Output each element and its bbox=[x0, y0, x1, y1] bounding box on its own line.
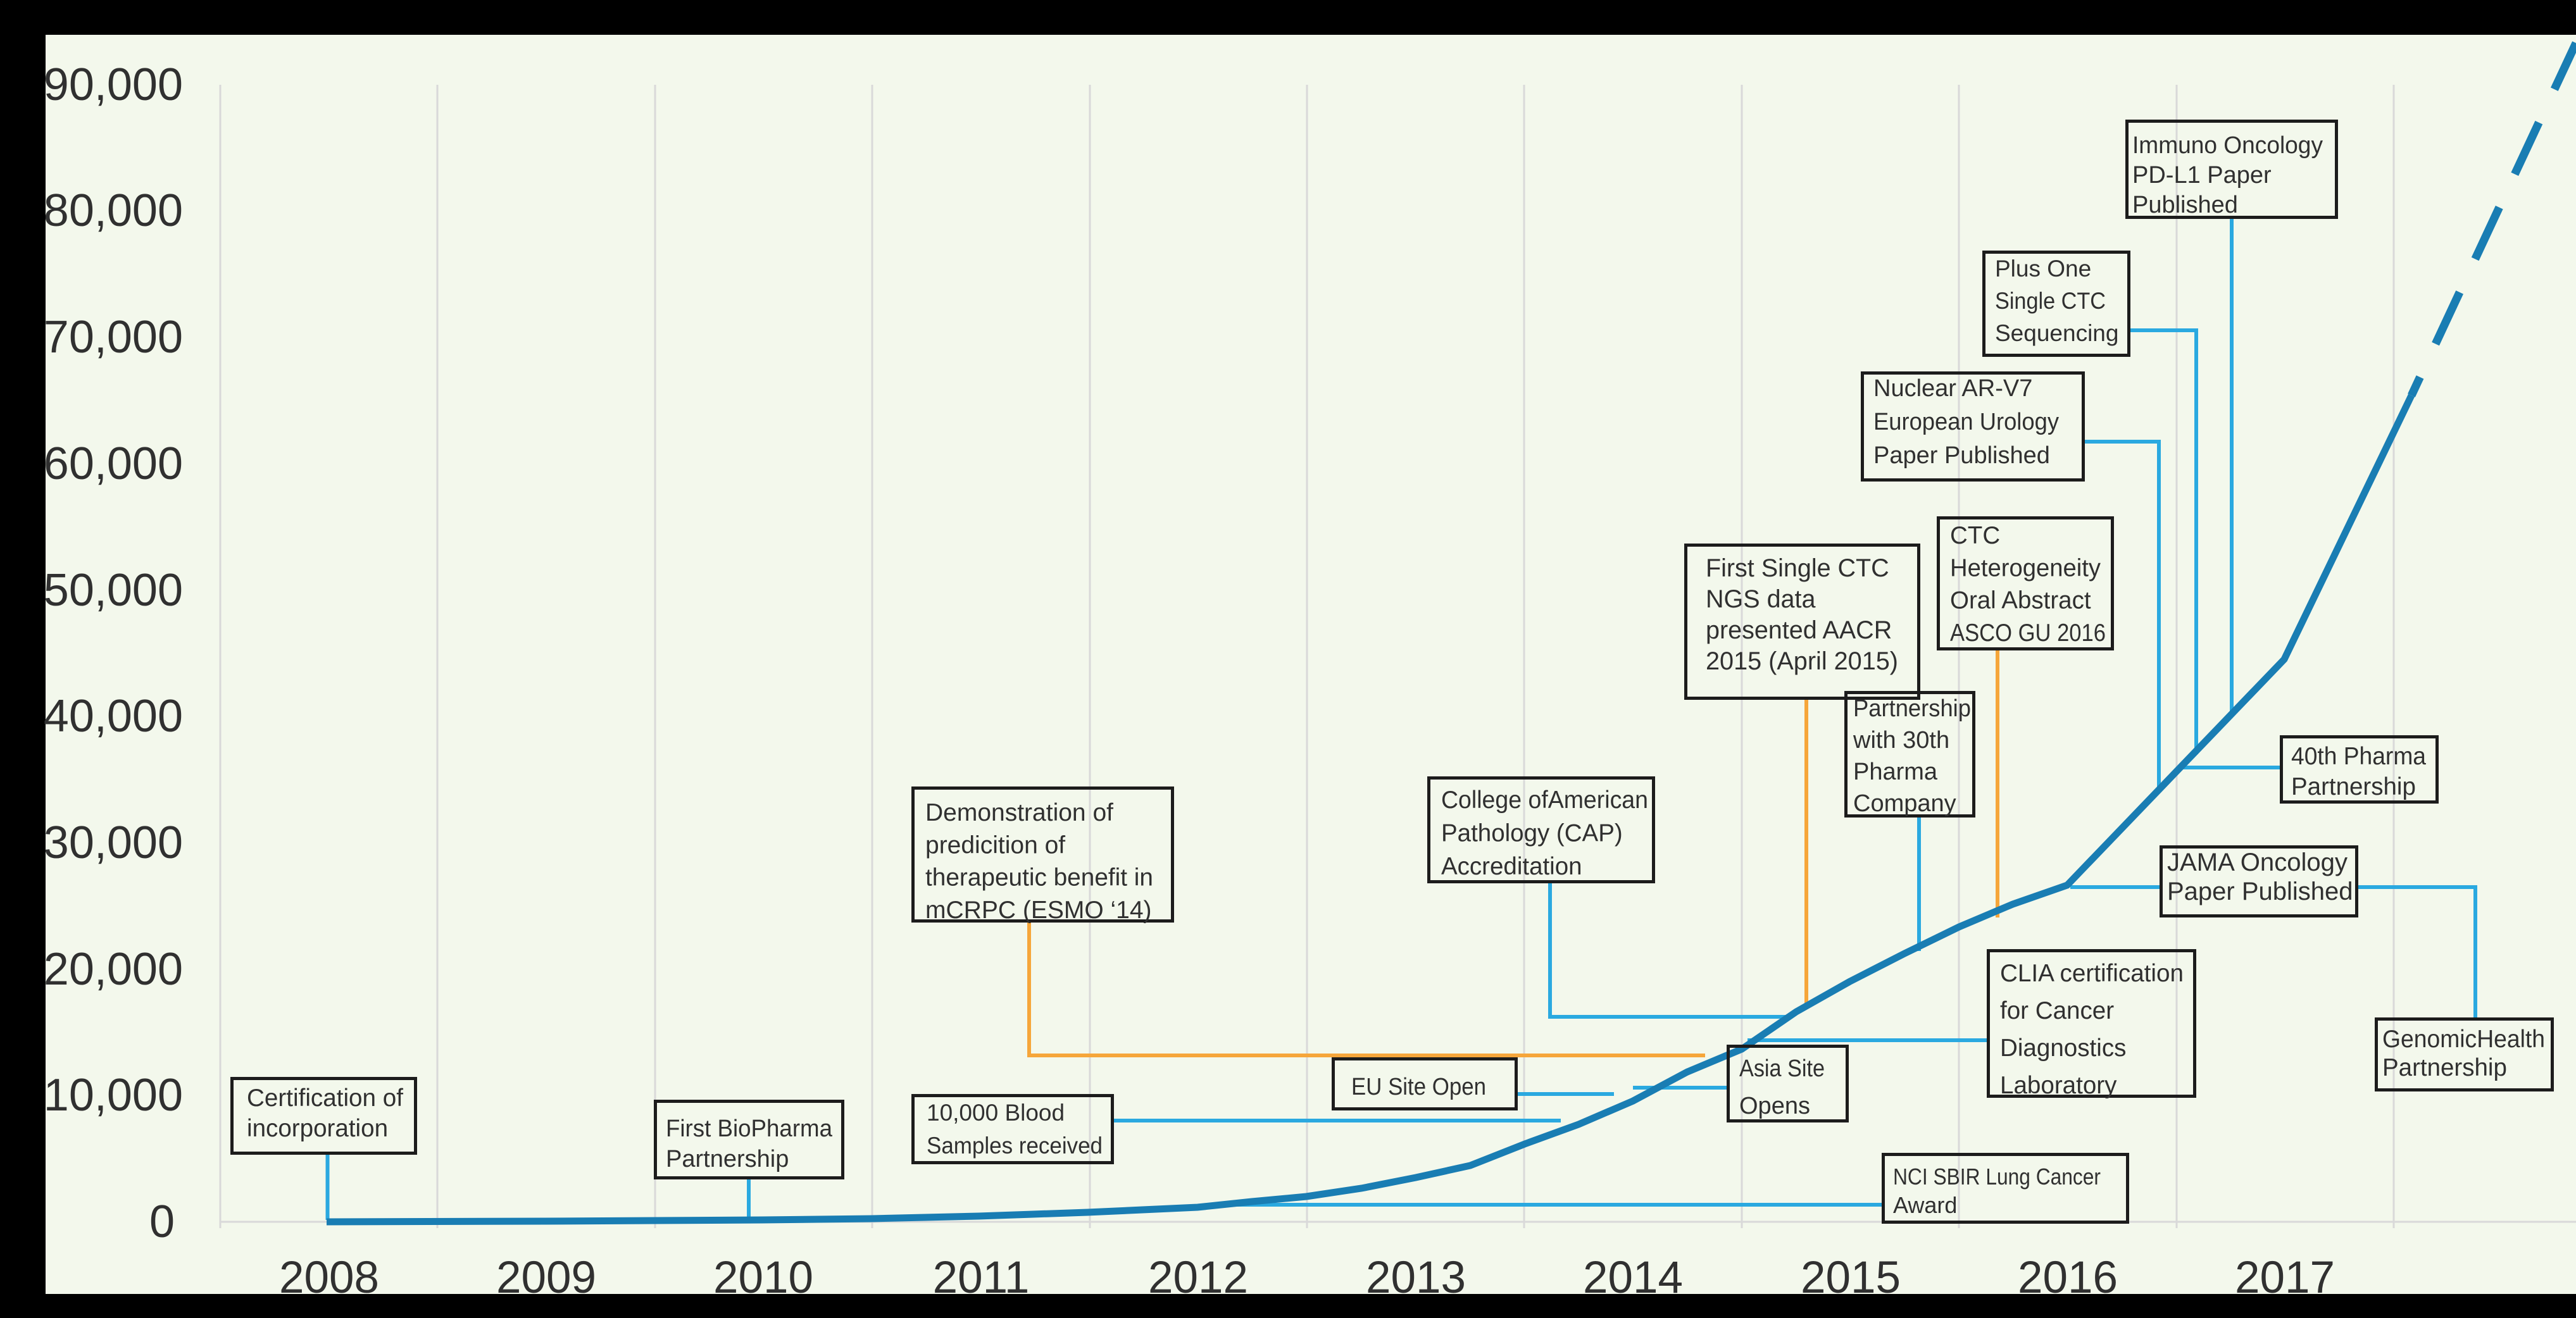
svg-text:Partnership: Partnership bbox=[1853, 695, 1971, 722]
svg-text:Partnership: Partnership bbox=[2291, 773, 2416, 800]
svg-text:30,000: 30,000 bbox=[44, 818, 183, 868]
svg-text:90,000: 90,000 bbox=[44, 59, 183, 110]
svg-text:10,000: 10,000 bbox=[44, 1070, 183, 1121]
svg-text:60,000: 60,000 bbox=[44, 438, 183, 489]
svg-text:mCRPC (ESMO ‘14): mCRPC (ESMO ‘14) bbox=[925, 897, 1152, 924]
svg-text:2015: 2015 bbox=[1801, 1253, 1901, 1303]
svg-text:CTC: CTC bbox=[1950, 522, 2000, 549]
svg-text:40,000: 40,000 bbox=[44, 691, 183, 742]
svg-text:2012: 2012 bbox=[1148, 1253, 1248, 1303]
svg-text:Award: Award bbox=[1893, 1192, 1957, 1218]
svg-text:Plus One: Plus One bbox=[1995, 256, 2091, 282]
svg-text:Paper Published: Paper Published bbox=[1873, 442, 2050, 469]
svg-text:2016: 2016 bbox=[2018, 1253, 2118, 1303]
svg-text:10,000 Blood: 10,000 Blood bbox=[927, 1100, 1065, 1126]
svg-text:European Urology: European Urology bbox=[1873, 409, 2059, 435]
svg-text:Single CTC: Single CTC bbox=[1995, 288, 2106, 314]
svg-text:Asia Site: Asia Site bbox=[1739, 1055, 1825, 1082]
svg-text:for Cancer: for Cancer bbox=[2000, 997, 2114, 1024]
svg-text:Paper Published: Paper Published bbox=[2167, 878, 2353, 905]
svg-text:2011: 2011 bbox=[933, 1253, 1030, 1303]
svg-text:First BioPharma: First BioPharma bbox=[666, 1116, 833, 1142]
svg-text:40th Pharma: 40th Pharma bbox=[2291, 743, 2427, 770]
svg-text:70,000: 70,000 bbox=[44, 312, 183, 363]
svg-text:Diagnostics: Diagnostics bbox=[2000, 1035, 2126, 1062]
svg-text:Demonstration of: Demonstration of bbox=[925, 799, 1113, 826]
svg-text:NCI SBIR Lung Cancer: NCI SBIR Lung Cancer bbox=[1893, 1164, 2101, 1190]
svg-text:incorporation: incorporation bbox=[247, 1115, 388, 1142]
svg-text:Accreditation: Accreditation bbox=[1441, 853, 1582, 880]
svg-text:50,000: 50,000 bbox=[44, 565, 183, 616]
svg-text:2010: 2010 bbox=[713, 1253, 813, 1303]
svg-text:predicition of: predicition of bbox=[925, 831, 1065, 859]
svg-text:2015 (April 2015): 2015 (April 2015) bbox=[1706, 647, 1898, 675]
svg-text:CLIA certification: CLIA certification bbox=[2000, 960, 2184, 987]
svg-text:therapeutic benefit in: therapeutic benefit in bbox=[925, 864, 1153, 892]
svg-text:80,000: 80,000 bbox=[44, 185, 183, 236]
svg-text:JAMA Oncology: JAMA Oncology bbox=[2167, 849, 2348, 876]
svg-text:2009: 2009 bbox=[496, 1253, 596, 1303]
svg-text:Heterogeneity: Heterogeneity bbox=[1950, 554, 2101, 581]
svg-text:0: 0 bbox=[149, 1197, 175, 1247]
svg-text:College ofAmerican: College ofAmerican bbox=[1441, 786, 1648, 814]
svg-text:Pathology (CAP): Pathology (CAP) bbox=[1441, 820, 1623, 847]
svg-text:2014: 2014 bbox=[1583, 1253, 1683, 1303]
svg-text:GenomicHealth: GenomicHealth bbox=[2382, 1026, 2545, 1053]
svg-text:Samples received: Samples received bbox=[927, 1133, 1103, 1159]
svg-text:20,000: 20,000 bbox=[44, 944, 183, 995]
svg-text:2013: 2013 bbox=[1366, 1253, 1466, 1303]
svg-text:Certification of: Certification of bbox=[247, 1085, 403, 1112]
svg-text:Sequencing: Sequencing bbox=[1995, 320, 2118, 346]
svg-text:ASCO GU 2016: ASCO GU 2016 bbox=[1950, 619, 2106, 647]
svg-text:2017: 2017 bbox=[2235, 1253, 2335, 1303]
svg-text:Published: Published bbox=[2132, 192, 2238, 218]
svg-text:EU Site Open: EU Site Open bbox=[1351, 1074, 1486, 1100]
svg-text:Partnership: Partnership bbox=[666, 1146, 789, 1172]
svg-text:Partnership: Partnership bbox=[2382, 1054, 2507, 1081]
svg-text:First Single CTC: First Single CTC bbox=[1706, 554, 1889, 582]
svg-text:Pharma: Pharma bbox=[1853, 759, 1938, 785]
svg-text:PD-L1 Paper: PD-L1 Paper bbox=[2132, 162, 2272, 189]
svg-text:Immuno Oncology: Immuno Oncology bbox=[2132, 132, 2323, 159]
svg-text:Opens: Opens bbox=[1739, 1093, 1810, 1119]
svg-text:Nuclear AR-V7: Nuclear AR-V7 bbox=[1873, 375, 2032, 402]
svg-text:Oral Abstract: Oral Abstract bbox=[1950, 587, 2091, 614]
svg-text:Laboratory: Laboratory bbox=[2000, 1072, 2117, 1099]
svg-text:NGS data: NGS data bbox=[1706, 585, 1815, 613]
svg-text:Company: Company bbox=[1853, 790, 1956, 817]
svg-text:with 30th: with 30th bbox=[1853, 727, 1949, 754]
svg-text:presented AACR: presented AACR bbox=[1706, 616, 1892, 644]
svg-text:2008: 2008 bbox=[279, 1253, 379, 1303]
